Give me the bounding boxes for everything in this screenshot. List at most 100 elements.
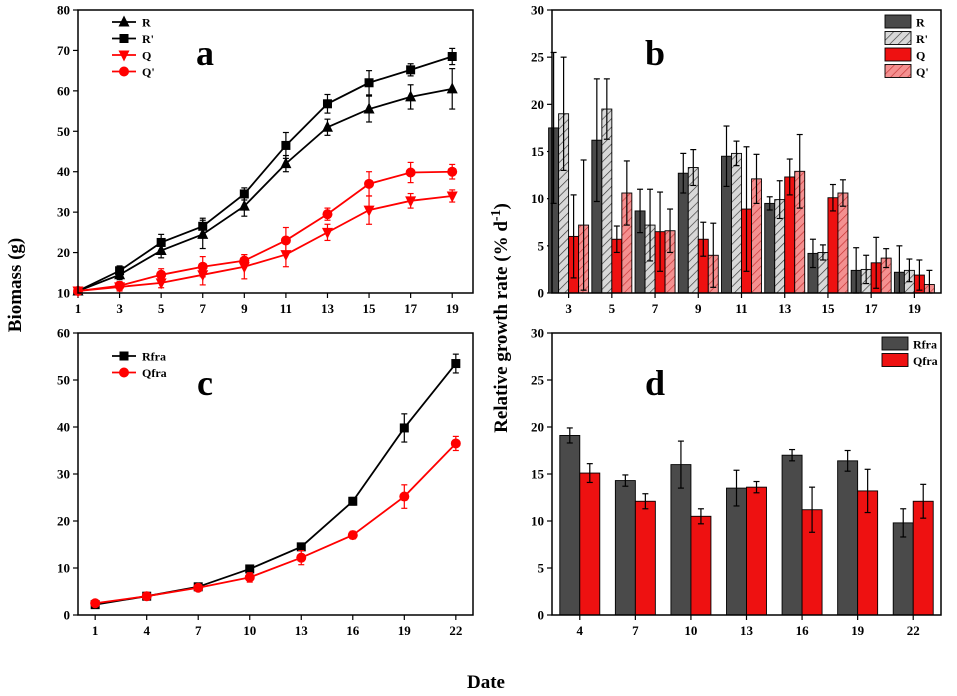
panel-d-bar-qfra — [634, 500, 656, 616]
panel-a-xtick-label: 9 — [241, 301, 248, 316]
panel-b-legend-r-label: R — [916, 16, 925, 30]
panel-b-xtick-label: 9 — [695, 301, 702, 316]
panel-a-ytick-label: 10 — [57, 286, 70, 301]
panel-a-series-rprime-point — [364, 78, 374, 88]
panel-a-xtick-label: 13 — [321, 301, 335, 316]
panel-a-series-qprime-point — [447, 166, 458, 177]
panel-a-legend-q-marker — [118, 50, 130, 62]
panel-a-series-qprime-line — [77, 170, 453, 292]
panel-b-xtick-label: 15 — [821, 301, 835, 316]
panel-c-series-qfra-point — [296, 552, 307, 563]
panel-b-bar-q — [827, 197, 839, 294]
panel-a-legend-r-label: R — [142, 16, 151, 30]
panel-a-ytick-label: 30 — [57, 205, 70, 220]
panel-d-bar-rfra — [726, 487, 747, 616]
panel-d-ytick-label: 0 — [538, 608, 545, 623]
panel-b-ytick-label: 15 — [531, 144, 545, 159]
panel-c-legend-qfra-marker — [119, 367, 129, 378]
panel-c-xtick-label: 7 — [195, 623, 202, 638]
panel-b-ytick-label: 10 — [531, 191, 544, 206]
panel-c-ytick-label: 20 — [57, 514, 70, 529]
panel-c-series-rfra-point — [348, 496, 358, 506]
panel-a-xtick-label: 7 — [199, 301, 206, 316]
y-axis-label-right: Relative growth rate (% d-1) — [489, 203, 512, 433]
panel-a-legend-qprime-marker — [119, 66, 129, 77]
panel-a-legend-r-marker — [118, 15, 130, 27]
panel-a-series-r-line — [77, 87, 453, 292]
panel-c-line-chart: 0 10 20 30 40 50 60 1 4 7 10 13 16 19 22 Rfra Qfra c — [57, 326, 474, 638]
panel-a-series-rprime-point — [406, 65, 416, 75]
panel-a-xtick-label: 3 — [116, 301, 123, 316]
panel-b-legend-qprime-label: Q' — [916, 65, 929, 79]
panel-c-plot-frame — [77, 332, 474, 616]
panel-b-ytick-label: 20 — [531, 97, 544, 112]
panel-a-xtick-label: 5 — [158, 301, 165, 316]
panel-a-series-qprime-point — [239, 255, 250, 266]
panel-d-xtick-label: 13 — [740, 623, 754, 638]
panel-a-series-rprime-point — [447, 51, 457, 61]
panel-c-legend-rfra-label: Rfra — [142, 350, 166, 364]
panel-a-plot-frame — [77, 9, 474, 294]
panel-a-series-r-point — [446, 82, 458, 94]
panel-b-xtick-label: 19 — [908, 301, 922, 316]
panel-b-ytick-label: 0 — [538, 286, 545, 301]
panel-a-series-qprime-point — [156, 269, 167, 280]
panel-b-legend-rprime-swatch — [884, 31, 912, 45]
panel-a-series-rprime-point — [322, 99, 332, 109]
panel-b-bar-rprime — [731, 152, 742, 294]
panel-a-letter: a — [196, 33, 214, 73]
panel-a-ytick-label: 20 — [57, 245, 70, 260]
panel-d-xtick-label: 4 — [577, 623, 584, 638]
panel-d-legend-rfra-swatch — [881, 336, 909, 351]
panel-b-xtick-label: 13 — [778, 301, 792, 316]
panel-c-xtick-label: 16 — [346, 623, 360, 638]
panel-a-series-rprime-point — [115, 266, 125, 276]
panel-c-ytick-label: 60 — [57, 326, 70, 341]
panel-a-legend-q-label: Q — [142, 49, 151, 63]
panel-b-xtick-label: 3 — [565, 301, 572, 316]
panel-d-ytick-label: 20 — [531, 420, 544, 435]
panel-b-ytick-label: 5 — [538, 238, 545, 253]
panel-a-series-q-point — [238, 262, 250, 274]
panel-c-series-qfra-point — [244, 572, 255, 583]
panel-d-legend-qfra-swatch — [881, 353, 909, 367]
panel-d-ytick-label: 10 — [531, 514, 544, 529]
panel-a-series-r-point — [280, 157, 292, 169]
panel-a-ytick-label: 40 — [57, 164, 70, 179]
panel-a-xtick-label: 1 — [75, 301, 82, 316]
y-axis-label-right-main: Relative growth rate (% d — [491, 221, 512, 433]
panel-a-ytick-label: 70 — [57, 43, 70, 58]
panel-c-series-qfra-point — [90, 598, 101, 609]
panel-a-series-rprime-point — [198, 221, 208, 231]
panel-b-legend-r-swatch — [884, 14, 912, 29]
panel-a-series-qprime-point — [322, 209, 333, 220]
panel-d-xtick-label: 16 — [796, 623, 810, 638]
panel-d-xtick-label: 7 — [632, 623, 639, 638]
panel-d-bar-rfra — [781, 454, 803, 616]
panel-b-bar-qprime — [837, 192, 849, 294]
y-axis-label-right-superscript: -1 — [489, 209, 504, 221]
y-axis-label-left: Biomass (g) — [5, 238, 26, 332]
panel-a-series-qprime-point — [405, 167, 416, 178]
panel-b-ytick-label: 30 — [531, 3, 544, 18]
panel-b-legend-qprime-swatch — [884, 64, 912, 78]
panel-a-series-rprime-line — [77, 55, 453, 292]
panel-d-ytick-label: 30 — [531, 326, 544, 341]
panel-c-letter: c — [197, 363, 213, 403]
y-axis-label-right-tail: ) — [491, 203, 512, 209]
panel-d-xtick-label: 10 — [684, 623, 697, 638]
panel-a-series-qprime-point — [280, 235, 291, 246]
panel-c-legend-qfra-label: Qfra — [142, 366, 167, 380]
panel-b-legend-q-label: Q — [916, 49, 925, 63]
panel-a-series-rprime-point — [239, 189, 249, 199]
panel-a-ytick-label: 80 — [57, 3, 70, 18]
panel-c-ytick-label: 30 — [57, 467, 70, 482]
panel-c-xtick-label: 19 — [398, 623, 412, 638]
panel-c-ytick-label: 10 — [57, 561, 70, 576]
panel-b-xtick-label: 17 — [865, 301, 879, 316]
panel-c-series-qfra-line — [95, 442, 457, 605]
panel-a-series-rprime-point — [156, 237, 166, 247]
panel-c-ytick-label: 50 — [57, 373, 70, 388]
